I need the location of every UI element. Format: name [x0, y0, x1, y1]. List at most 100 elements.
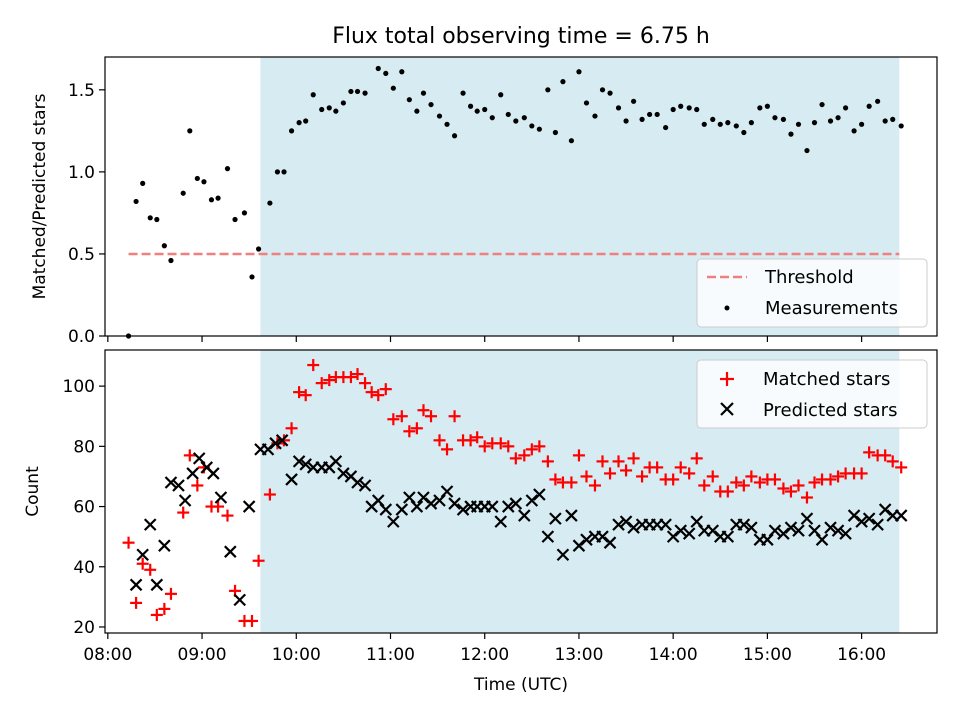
data-point [895, 461, 908, 474]
x-tick-label: 13:00 [554, 645, 603, 665]
data-point [245, 614, 258, 627]
data-point [651, 461, 664, 474]
data-point [444, 121, 450, 127]
data-point [804, 147, 810, 154]
data-point [886, 455, 899, 468]
data-point [183, 449, 196, 462]
count-legend-box [696, 359, 928, 429]
data-point [269, 437, 282, 450]
data-point [721, 485, 734, 498]
ratio-x-axis-ticks [107, 336, 863, 342]
data-point [612, 455, 625, 468]
data-point [659, 518, 672, 531]
data-point [281, 169, 287, 175]
data-point [406, 97, 412, 103]
data-point [191, 479, 204, 492]
count-x-axis: 08:00 09:00 10:00 11:00 12:00 13:00 14:00 15:00… [83, 633, 886, 665]
data-point [505, 111, 511, 118]
data-point [340, 100, 346, 106]
series-matched-stars [122, 359, 908, 627]
data-point [768, 524, 782, 537]
data-point [863, 446, 876, 459]
data-point [612, 518, 625, 531]
ratio-plot-marks [125, 65, 904, 339]
data-point [599, 87, 606, 93]
y-tick-label: 1.5 [68, 81, 95, 101]
data-point [730, 476, 743, 489]
y-tick-label: 0.5 [68, 245, 95, 265]
data-point [187, 128, 193, 134]
data-point [674, 524, 687, 537]
data-point [379, 503, 393, 516]
data-point [359, 377, 372, 390]
data-point [414, 108, 420, 114]
data-point [529, 123, 535, 129]
data-point [639, 116, 645, 122]
data-point [784, 485, 797, 498]
data-point [572, 449, 585, 462]
x-tick-label: 09:00 [178, 645, 227, 665]
data-point [410, 500, 424, 513]
data-point [249, 274, 255, 280]
data-point [293, 386, 306, 399]
data-point [832, 470, 845, 483]
data-point [177, 506, 190, 519]
legend-predicted-label: Predicted stars [763, 400, 897, 421]
data-point [329, 455, 343, 468]
data-point [792, 479, 805, 492]
data-point [288, 128, 295, 134]
data-point [682, 527, 696, 540]
y-tick-label: 60 [73, 498, 95, 518]
data-point [545, 87, 551, 93]
data-point [627, 521, 640, 534]
data-point [319, 106, 325, 113]
data-point [154, 216, 160, 223]
data-point [768, 473, 781, 486]
data-point [299, 389, 312, 402]
data-point [690, 452, 703, 465]
count-legend: Matched stars Predicted stars [696, 359, 928, 429]
data-point [780, 116, 787, 122]
data-point [271, 437, 284, 450]
data-point [494, 437, 507, 450]
data-point [158, 539, 171, 552]
data-point [344, 371, 357, 384]
data-point [323, 374, 336, 387]
data-point [741, 129, 747, 136]
data-point [372, 389, 385, 402]
data-point [875, 98, 881, 104]
data-point [326, 105, 332, 111]
data-point [706, 470, 719, 483]
data-point [866, 103, 872, 109]
data-point [855, 515, 868, 528]
data-point [158, 602, 171, 615]
data-point [292, 455, 306, 468]
data-point [232, 216, 238, 223]
data-point [212, 500, 225, 513]
data-point [859, 121, 865, 127]
y-tick-label: 0.0 [68, 327, 95, 347]
data-point [467, 103, 474, 109]
data-point [725, 120, 731, 126]
data-point [383, 70, 389, 77]
data-point [263, 488, 276, 501]
data-point [194, 175, 200, 182]
data-point [784, 521, 798, 534]
data-point [296, 120, 302, 126]
data-point [630, 98, 637, 104]
data-point [654, 111, 660, 118]
data-point [315, 377, 328, 390]
data-point [474, 108, 480, 114]
data-point [583, 100, 590, 106]
data-point [387, 515, 400, 528]
data-point [607, 90, 613, 96]
data-point [379, 383, 392, 396]
legend-threshold-label: Threshold [764, 267, 854, 288]
data-point [835, 115, 841, 121]
data-point [241, 210, 248, 216]
data-point [603, 536, 617, 549]
data-point [178, 494, 192, 507]
data-point [792, 524, 805, 537]
data-point [509, 452, 522, 465]
